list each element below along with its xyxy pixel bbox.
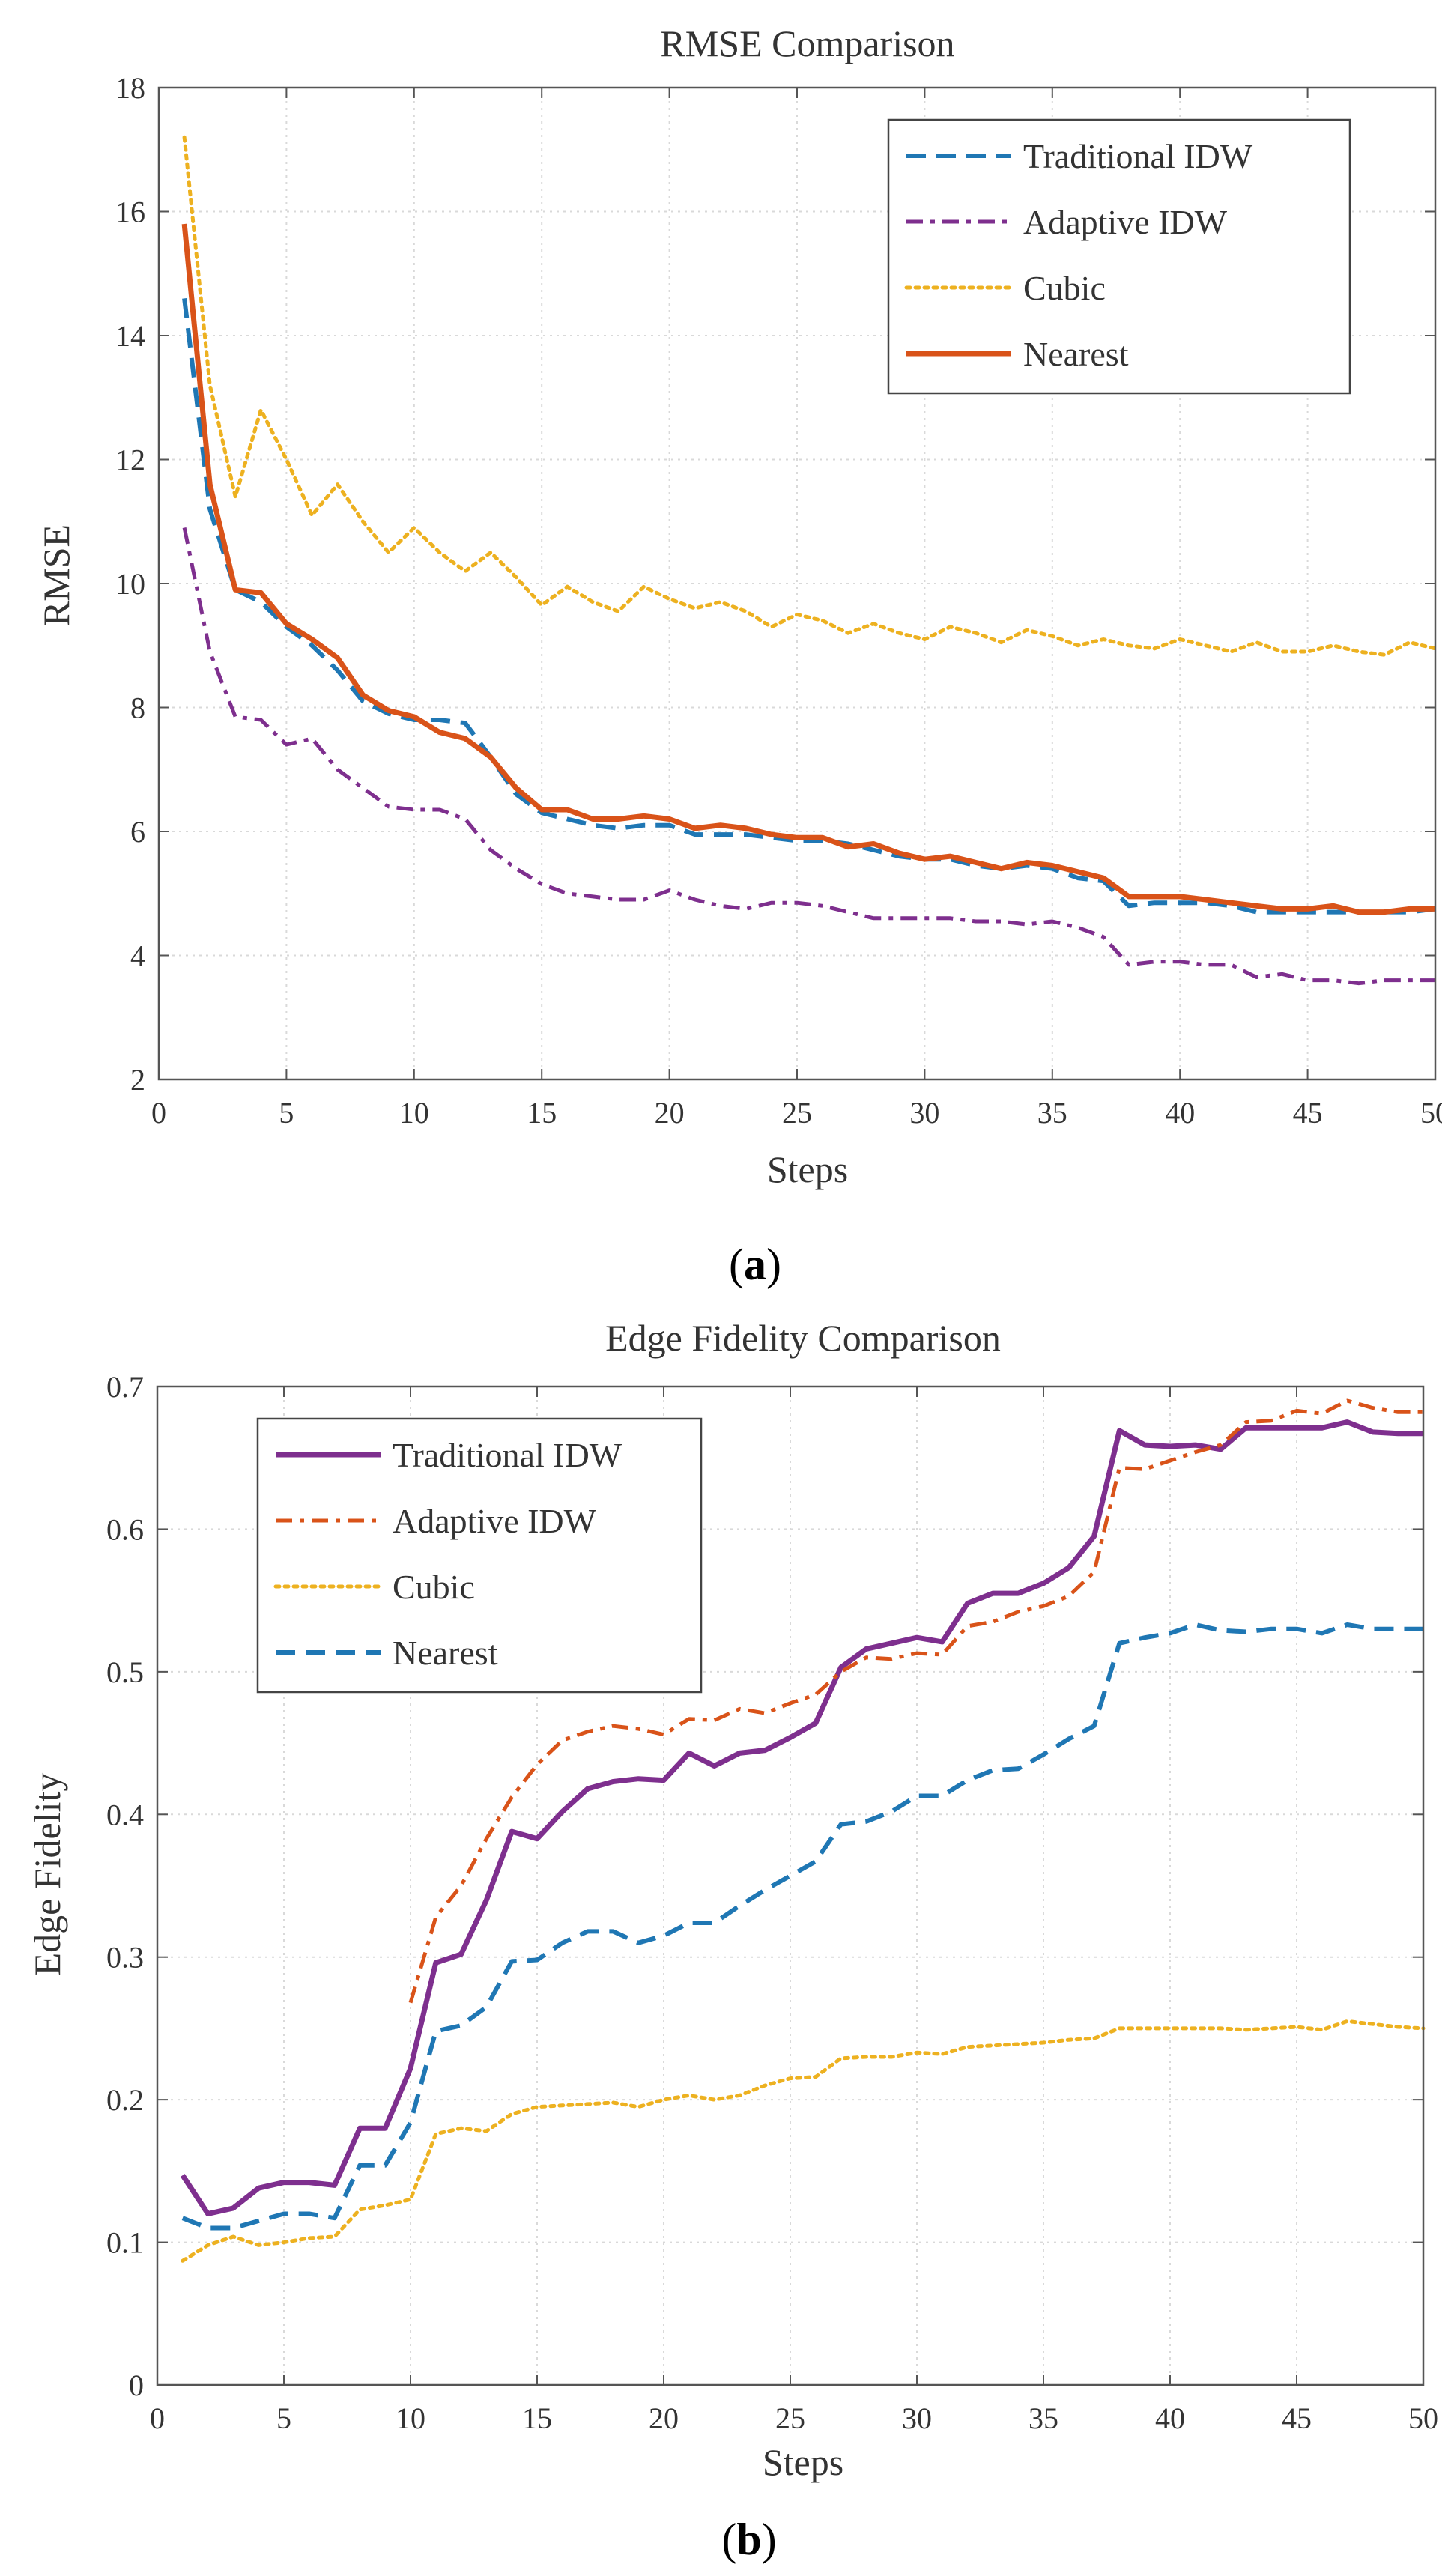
- series-line-nearest: [181, 223, 1435, 915]
- chart-title: RMSE Comparison: [660, 22, 954, 64]
- y-tick-label: 2: [130, 1063, 145, 1097]
- series-line-traditional-idw: [180, 1419, 1423, 2216]
- y-tick-label: 0.5: [106, 1655, 144, 1689]
- series-line-nearest: [181, 1622, 1423, 2231]
- series-line-cubic: [182, 135, 1438, 657]
- legend: Traditional IDW Adaptive IDW Cubic Nearest: [256, 1417, 703, 1694]
- x-tick-label: 35: [1037, 1096, 1067, 1130]
- panel-label-a: (a): [729, 1240, 781, 1289]
- x-axis-label: Steps: [763, 2441, 843, 2483]
- x-tick-label: 10: [399, 1096, 429, 1130]
- y-tick-label: 0.3: [106, 1941, 144, 1975]
- x-tick-label: 30: [902, 2401, 932, 2435]
- y-axis-label: Edge Fidelity: [26, 1773, 68, 1976]
- rmse-chart: RMSE Comparison Steps RMSE 0 5 10 15 20 25 30 3…: [35, 22, 1442, 1190]
- x-tick-label: 5: [279, 1096, 294, 1130]
- y-tick-label: 18: [115, 71, 145, 105]
- x-tick-label: 40: [1165, 1096, 1195, 1130]
- x-tick-label: 0: [150, 2401, 165, 2435]
- x-tick-label: 0: [151, 1096, 166, 1130]
- plot-lines: [180, 1398, 1426, 2263]
- x-tick-label: 20: [649, 2401, 679, 2435]
- y-tick-label: 0.4: [106, 1798, 144, 1831]
- legend-label-cubic: Cubic: [393, 1568, 475, 1606]
- x-tick-label: 40: [1155, 2401, 1185, 2435]
- x-tick-label: 50: [1420, 1096, 1442, 1130]
- legend: Traditional IDW Adaptive IDW Cubic Nearest: [887, 118, 1351, 395]
- y-tick-label: 4: [130, 939, 145, 973]
- x-tick-label: 45: [1282, 2401, 1312, 2435]
- y-tick-label: 0: [129, 2369, 144, 2402]
- x-tick-label: 15: [522, 2401, 552, 2435]
- x-axis-label: Steps: [767, 1148, 848, 1190]
- x-tick-label: 35: [1029, 2401, 1058, 2435]
- legend-label-nearest: Nearest: [393, 1634, 498, 1672]
- legend-label-nearest: Nearest: [1023, 335, 1129, 373]
- x-tick-label: 30: [909, 1096, 939, 1130]
- axes: [157, 86, 1437, 1081]
- legend-label-adaptive-idw: Adaptive IDW: [393, 1502, 597, 1540]
- x-tick-label: 20: [655, 1096, 685, 1130]
- y-axis-label: RMSE: [35, 524, 77, 626]
- series-line-adaptive-idw: [408, 1398, 1423, 2004]
- x-tick-label: 25: [782, 1096, 812, 1130]
- y-tick-label: 10: [115, 567, 145, 601]
- plot-lines: [181, 135, 1438, 986]
- x-tick-label: 15: [527, 1096, 557, 1130]
- y-tick-label: 0.6: [106, 1512, 144, 1546]
- edge-fidelity-chart: Edge Fidelity Comparison Steps Edge Fide…: [26, 1317, 1438, 2483]
- legend-label-traditional-idw: Traditional IDW: [393, 1436, 622, 1474]
- y-tick-label: 14: [115, 319, 145, 353]
- series-line-adaptive-idw: [182, 527, 1435, 986]
- x-tick-label: 50: [1408, 2401, 1438, 2435]
- legend-label-traditional-idw: Traditional IDW: [1023, 137, 1253, 175]
- axes: [156, 1385, 1425, 2386]
- x-tick-label: 25: [775, 2401, 805, 2435]
- legend-box: [887, 118, 1351, 395]
- y-tick-label: 8: [130, 691, 145, 725]
- legend-box: [256, 1417, 703, 1694]
- panel-label-b: (b): [721, 2515, 776, 2564]
- y-tick-label: 16: [115, 196, 145, 229]
- legend-label-adaptive-idw: Adaptive IDW: [1023, 203, 1228, 241]
- y-tick-label: 12: [115, 443, 145, 477]
- x-tick-label: 45: [1293, 1096, 1323, 1130]
- legend-label-cubic: Cubic: [1023, 269, 1106, 307]
- series-line-traditional-idw: [182, 298, 1436, 915]
- y-tick-label: 0.7: [106, 1370, 144, 1404]
- tick-labels: 0 5 10 15 20 25 30 35 40 45 50 2 4 6 8 10 12 14 16 18: [115, 71, 1442, 1130]
- y-tick-label: 0.1: [106, 2226, 144, 2260]
- x-tick-label: 5: [276, 2401, 291, 2435]
- series-line-cubic: [181, 2019, 1426, 2263]
- x-tick-label: 10: [396, 2401, 425, 2435]
- y-tick-label: 0.2: [106, 2083, 144, 2117]
- tick-labels: 0 5 10 15 20 25 30 35 40 45 50 0 0.1 0.2 0.3 0.4 0.5 0.6 0…: [106, 1370, 1438, 2435]
- chart-title: Edge Fidelity Comparison: [605, 1317, 1001, 1359]
- y-tick-label: 6: [130, 815, 145, 849]
